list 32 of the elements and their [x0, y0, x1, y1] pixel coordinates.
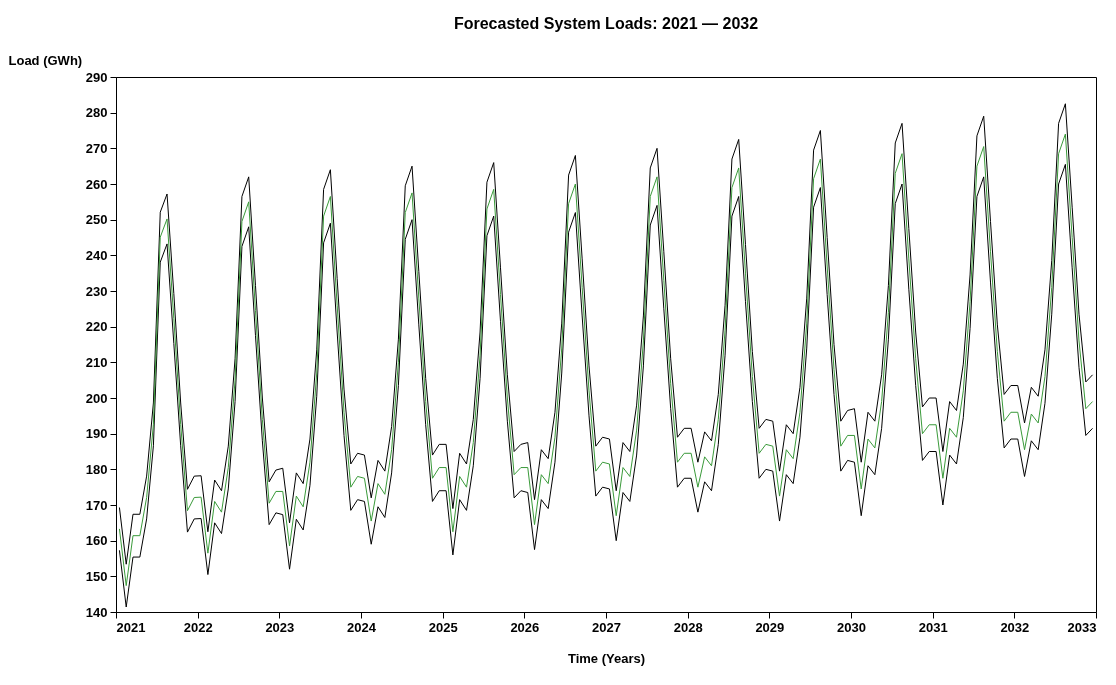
y-tick-label: 160: [85, 533, 108, 549]
y-tick-label: 170: [85, 497, 108, 513]
x-tick-label: 2030: [837, 619, 866, 635]
y-tick-label: 140: [85, 604, 108, 620]
y-tick-label: 240: [85, 247, 108, 263]
y-tick-label: 280: [85, 105, 108, 121]
x-tick-label: 2024: [347, 619, 377, 635]
y-tick-label: 220: [85, 319, 108, 335]
y-tick-label: 190: [85, 426, 108, 442]
y-tick-label: 150: [85, 568, 108, 584]
y-tick-label: 250: [85, 212, 108, 228]
x-tick-label: 2022: [183, 619, 213, 635]
x-axis-title: Time (Years): [567, 650, 646, 666]
y-axis-title: Load (GWh): [8, 52, 83, 68]
x-tick-label: 2029: [755, 619, 785, 635]
x-tick-label: 2025: [428, 619, 458, 635]
y-tick-label: 260: [85, 176, 108, 192]
chart-title: Forecasted System Loads: 2021 — 2032: [453, 15, 759, 32]
x-tick-label: 2023: [265, 619, 295, 635]
x-tick-label: 2031: [918, 619, 948, 635]
x-tick-label: 2021: [116, 619, 146, 635]
y-tick-label: 210: [85, 354, 108, 370]
y-tick-label: 180: [85, 461, 108, 477]
x-tick-label: 2026: [510, 619, 540, 635]
y-tick-label: 200: [85, 390, 108, 406]
x-tick-label: 2027: [592, 619, 621, 635]
x-tick-label: 2032: [1000, 619, 1030, 635]
y-tick-label: 230: [85, 283, 108, 299]
y-tick-label: 270: [85, 140, 108, 156]
x-tick-label: 2028: [673, 619, 703, 635]
y-tick-label: 290: [85, 69, 108, 85]
x-tick-label: 2033: [1067, 619, 1097, 635]
